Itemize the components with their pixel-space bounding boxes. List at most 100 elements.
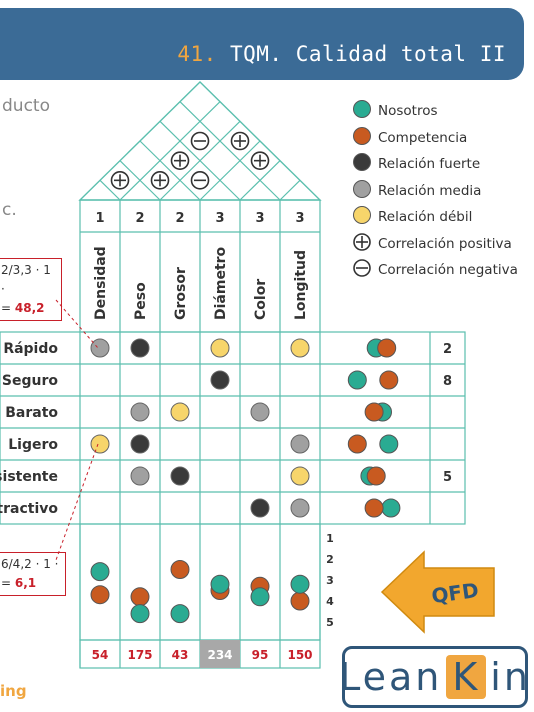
benchmark-competencia-mark [290,591,310,611]
legend-item: Competencia [352,125,518,152]
rating-competencia-mark [377,338,397,358]
benchmark-nosotros-mark [290,574,310,594]
relation-media-mark [250,402,270,422]
roof-grid-line [159,120,241,201]
qfd-arrow: QFD [380,550,495,634]
benchmark-nosotros-mark [170,604,190,624]
benchmark-competencia-mark [90,585,110,605]
column-total: 43 [172,648,189,662]
roof-grid-line [139,140,201,201]
rating-competencia-mark [379,370,399,390]
relation-debil-mark [170,402,190,422]
importance-note: 2 [443,342,452,357]
formula-bottom-line2: = [1,576,15,590]
formula-box-top: 2/3,3 · 1 · = 48,2 [0,258,62,321]
formula-bottom-result: 6,1 [14,576,37,590]
legend-label: Competencia [378,129,468,146]
circle-black-icon [352,152,372,176]
rating-nosotros-mark [379,434,399,454]
legend-label: Nosotros [378,103,438,120]
footer-text: ing [0,682,27,700]
correlation-positive-icon [170,151,190,170]
roof-grid-line [99,179,121,201]
column-header: Longitud [293,250,309,320]
relation-debil-mark [290,466,310,486]
column-total: 95 [252,648,269,662]
column-total: 234 [207,648,232,662]
column-header: Grosor [173,267,189,320]
column-total: 54 [92,648,109,662]
difficulty-value: 3 [255,211,264,226]
relation-fuerte-mark [170,466,190,486]
column-header: Color [253,279,269,320]
requirement-label: Barato [5,405,58,421]
relation-debil-mark [290,338,310,358]
legend-item: Correlación negativa [352,257,518,284]
benchmark-scale-label: 5 [326,616,334,629]
circle-plus-icon [352,232,372,256]
requirement-label: Rápido [3,341,58,357]
benchmark-scale-label: 1 [326,532,334,545]
correlation-positive-icon [110,171,130,190]
rating-nosotros-mark [381,498,401,518]
roof-grid-line [279,179,301,201]
rating-competencia-mark [366,466,386,486]
importance-note: 5 [443,470,452,485]
title-text: TQM. Calidad total II [229,42,506,66]
relation-media-mark [290,498,310,518]
roof-grid-line [199,140,261,201]
legend-label: Relación media [378,182,482,199]
requirement-label: Ligero [8,437,58,453]
difficulty-value: 3 [215,211,224,226]
difficulty-value: 2 [135,211,144,226]
rating-competencia-mark [347,434,367,454]
relation-media-mark [290,434,310,454]
circle-yellow-icon [352,205,372,229]
slide-number: 41. [177,42,217,66]
roof-grid-line [119,160,161,201]
legend-item: Relación media [352,178,518,205]
formula-box-bottom: 6/4,2 · 1 · = 6,1 [0,552,66,596]
side-text-etc: c. [2,200,17,220]
legend-label: Relación débil [378,209,473,226]
column-header: Densidad [93,246,109,320]
page-title: 41. TQM. Calidad total II [177,42,506,66]
relation-fuerte-mark [130,338,150,358]
column-total: 150 [287,648,312,662]
correlation-negative-icon [190,171,210,190]
connector-bottom [55,443,99,561]
logo-k: K [446,655,487,699]
rating-competencia-mark [364,402,384,422]
requirement-label: Atractivo [0,501,58,517]
relation-media-mark [130,466,150,486]
legend-item: Correlación positiva [352,231,518,258]
legend-item: Relación fuerte [352,151,518,178]
difficulty-value: 1 [95,211,104,226]
legend-label: Correlación positiva [378,235,512,252]
legend-label: Relación fuerte [378,156,481,173]
relation-debil-mark [210,338,230,358]
side-text-product: ducto [2,96,50,116]
relation-fuerte-mark [250,498,270,518]
rating-nosotros-mark [347,370,367,390]
benchmark-nosotros-mark [210,574,230,594]
correlation-positive-icon [230,131,250,151]
connector-top [55,299,99,349]
circle-minus-icon [352,258,372,282]
benchmark-scale-label: 4 [326,595,334,608]
column-total: 175 [127,648,152,662]
logo-right: in [490,655,531,699]
rating-competencia-mark [364,498,384,518]
legend: Nosotros Competencia Relación fuerte Relaci… [352,98,518,284]
difficulty-value: 2 [175,211,184,226]
benchmark-scale-label: 3 [326,574,334,587]
correlation-negative-icon [190,131,210,151]
benchmark-nosotros-mark [250,587,270,607]
benchmark-nosotros-mark [130,604,150,624]
benchmark-nosotros-mark [90,562,110,582]
relation-fuerte-mark [130,434,150,454]
relation-fuerte-mark [210,370,230,390]
